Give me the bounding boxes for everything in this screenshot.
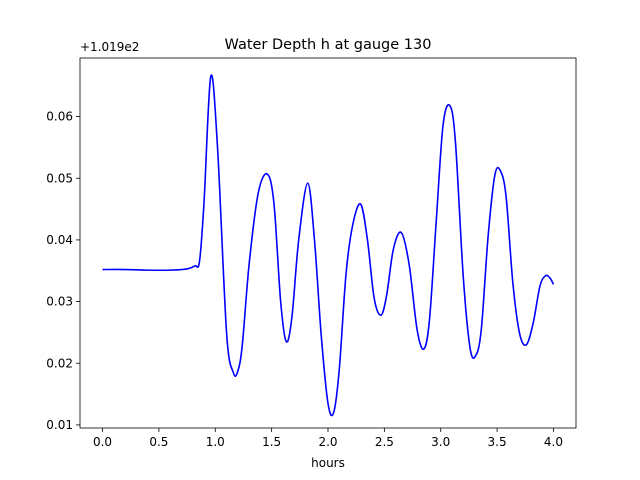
y-tick-label: 0.03: [46, 295, 73, 309]
x-tick-label: 2.0: [318, 435, 337, 449]
y-offset-label: +1.019e2: [80, 40, 139, 54]
x-tick-label: 0.5: [149, 435, 168, 449]
x-tick-label: 1.0: [206, 435, 225, 449]
y-tick-label: 0.04: [46, 233, 73, 247]
y-tick-label: 0.02: [46, 356, 73, 370]
y-tick-label: 0.01: [46, 418, 73, 432]
x-tick-label: 2.5: [375, 435, 394, 449]
x-tick-label: 3.0: [431, 435, 450, 449]
x-tick-label: 1.5: [262, 435, 281, 449]
series-line: [102, 74, 555, 417]
x-tick-label: 0.0: [93, 435, 112, 449]
x-tick-label: 4.0: [544, 435, 563, 449]
y-tick-label: 0.06: [46, 110, 73, 124]
x-axis-label: hours: [311, 456, 345, 470]
x-tick-label: 3.5: [488, 435, 507, 449]
chart-title: Water Depth h at gauge 130: [225, 37, 432, 53]
axes-frame: [79, 57, 577, 429]
plot-area: 0.0 0.5 1.0 1.5 2.0 2.5 3.0 3.5 4.0 0.01 0.02 0.03 0…: [46, 57, 577, 449]
y-tick-label: 0.05: [46, 171, 73, 185]
